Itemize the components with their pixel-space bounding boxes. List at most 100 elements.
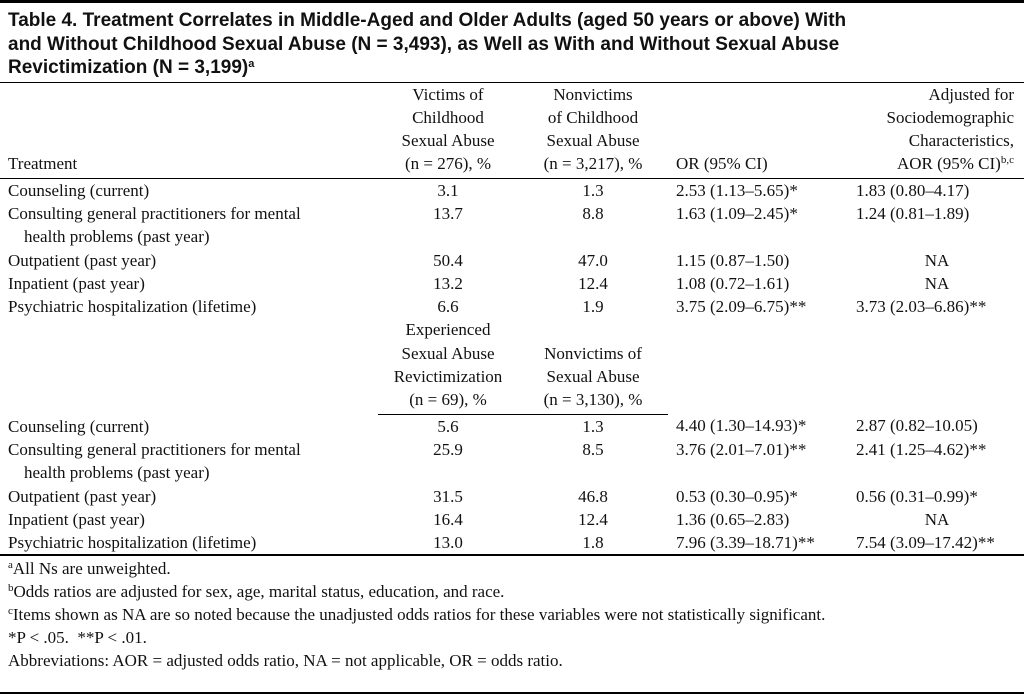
header-line: (n = 69), %	[378, 388, 518, 411]
table-row: Consulting general practitioners for men…	[0, 202, 1024, 249]
data-table: Treatment Victims of Childhood Sexual Abuse…	[0, 82, 1024, 556]
empty-cell	[850, 318, 1024, 414]
value-text: 0.53 (0.30–0.95)*	[676, 486, 798, 506]
value-text: 16.4	[433, 509, 463, 529]
table-row: Outpatient (past year) 50.4 47.0 1.15 (0.87…	[0, 249, 1024, 272]
value-cell: 7.54 (3.09–17.42)**	[850, 531, 1024, 556]
header-line-text: Sexual Abuse	[546, 131, 640, 151]
value-cell: 1.8	[518, 531, 668, 556]
value-cell: 1.83 (0.80–4.17)	[850, 178, 1024, 202]
value-text: 25.9	[433, 439, 463, 459]
treatment-line-text: Consulting general practitioners for men…	[8, 203, 301, 223]
header-line: Treatment	[8, 152, 378, 175]
footnote-text: Odds ratios are adjusted for sex, age, m…	[13, 582, 505, 602]
value-cell: 1.24 (0.81–1.89)	[850, 202, 1024, 249]
treatment-line-text: health problems (past year)	[24, 227, 210, 247]
header-cell: Victims of Childhood Sexual Abuse (n = 276)…	[378, 82, 518, 179]
header-line-text: (n = 3,217), %	[543, 154, 643, 174]
treatment-line: Psychiatric hospitalization (lifetime)	[8, 295, 378, 318]
value-text: 1.3	[582, 416, 604, 436]
value-text: 1.9	[582, 297, 604, 317]
value-cell: 7.96 (3.39–18.71)**	[668, 531, 850, 556]
value-text: 13.0	[433, 533, 463, 553]
value-text: 1.8	[582, 533, 604, 553]
value-text: 5.6	[437, 416, 459, 436]
table-row: Psychiatric hospitalization (lifetime) 6.…	[0, 295, 1024, 318]
treatment-line-text: health problems (past year)	[24, 463, 210, 483]
header-line: Victims of	[378, 83, 518, 106]
value-cell: 8.8	[518, 202, 668, 249]
header-line: AOR (95% CI)b,c	[850, 152, 1014, 175]
value-text: NA	[924, 509, 950, 529]
footnote-text: *P < .05. **P < .01.	[8, 627, 147, 647]
value-cell: 4.40 (1.30–14.93)*	[668, 414, 850, 438]
value-cell: NA	[850, 272, 1024, 295]
value-text: 3.73 (2.03–6.86)**	[856, 297, 987, 317]
header-line-text: (n = 276), %	[404, 154, 492, 174]
value-cell: 2.87 (0.82–10.05)	[850, 414, 1024, 438]
table-row: Psychiatric hospitalization (lifetime) 13…	[0, 531, 1024, 556]
treatment-line: Outpatient (past year)	[8, 249, 378, 272]
value-cell: 47.0	[518, 249, 668, 272]
treatment-cell: Outpatient (past year)	[0, 485, 378, 508]
treatment-line-text: Outpatient (past year)	[8, 250, 157, 270]
value-cell: 25.9	[378, 438, 518, 485]
header-line-text: (n = 3,130), %	[543, 390, 643, 410]
title-text: and Without Childhood Sexual Abuse (N = …	[8, 33, 840, 55]
header-note: b,c	[1000, 154, 1014, 167]
section-header-cell: Nonvictims of Sexual Abuse (n = 3,130), %	[518, 318, 668, 415]
header-line-text: Childhood	[412, 107, 484, 127]
header-line-text: Revictimization	[393, 367, 503, 387]
header-line: Revictimization	[378, 365, 518, 388]
treatment-cell: Psychiatric hospitalization (lifetime)	[0, 531, 378, 556]
footnote-text: Abbreviations: AOR = adjusted odds ratio…	[8, 650, 563, 670]
section-header-row: Experienced Sexual Abuse Revictimization (n…	[0, 318, 1024, 415]
treatment-cell: Outpatient (past year)	[0, 249, 378, 272]
header-cell: Adjusted for Sociodemographic Characterist…	[850, 82, 1024, 179]
value-cell: 46.8	[518, 485, 668, 508]
treatment-line: Counseling (current)	[8, 415, 378, 438]
value-cell: 1.3	[518, 414, 668, 438]
footnote: cItems shown as NA are so noted because …	[8, 604, 1016, 627]
treatment-cell: Consulting general practitioners for men…	[0, 438, 378, 485]
value-text: 1.08 (0.72–1.61)	[676, 273, 790, 293]
title-line: Table 4. Treatment Correlates in Middle-…	[8, 9, 1016, 33]
header-cell: Treatment	[0, 82, 378, 179]
header-line: Nonvictims	[518, 83, 668, 106]
footnote: aAll Ns are unweighted.	[8, 558, 1016, 581]
title-text: Revictimization (N = 3,199)	[8, 57, 249, 78]
header-line-text: Sexual Abuse	[546, 367, 640, 387]
title-text: Table 4. Treatment Correlates in Middle-…	[8, 10, 847, 31]
value-text: 13.2	[433, 273, 463, 293]
treatment-line-text: Inpatient (past year)	[8, 509, 145, 529]
value-cell: 3.75 (2.09–6.75)**	[668, 295, 850, 318]
table-row: Counseling (current) 5.6 1.3 4.40 (1.30–14.…	[0, 414, 1024, 438]
value-text: 1.63 (1.09–2.45)*	[676, 203, 798, 223]
section-header-cell: Experienced Sexual Abuse Revictimization (n…	[378, 318, 518, 415]
value-text: 47.0	[578, 250, 608, 270]
title-line: Revictimization (N = 3,199)a	[8, 56, 1016, 80]
value-text: 50.4	[433, 250, 463, 270]
value-cell: 1.9	[518, 295, 668, 318]
footnote-mark: c	[8, 605, 13, 618]
treatment-line: health problems (past year)	[8, 225, 378, 248]
treatment-line-text: Inpatient (past year)	[8, 273, 145, 293]
empty-cell	[0, 318, 378, 414]
treatment-line-text: Psychiatric hospitalization (lifetime)	[8, 533, 257, 553]
treatment-line-text: Counseling (current)	[8, 416, 150, 436]
header-line-text: Victims of	[412, 84, 484, 104]
treatment-line: Counseling (current)	[8, 179, 378, 202]
value-text: 3.75 (2.09–6.75)**	[676, 297, 807, 317]
footnote-text: All Ns are unweighted.	[12, 559, 171, 579]
value-text: 3.76 (2.01–7.01)**	[676, 439, 807, 459]
footnote: Abbreviations: AOR = adjusted odds ratio…	[8, 650, 1016, 673]
value-text: 7.96 (3.39–18.71)**	[676, 533, 815, 553]
value-text: 4.40 (1.30–14.93)*	[676, 416, 807, 436]
treatment-line-text: Outpatient (past year)	[8, 486, 157, 506]
footnote-text: Items shown as NA are so noted because t…	[12, 605, 826, 625]
treatment-line-text: Consulting general practitioners for men…	[8, 439, 301, 459]
footnote: bOdds ratios are adjusted for sex, age, …	[8, 581, 1016, 604]
footnote-mark: a	[8, 559, 13, 572]
value-cell: 2.53 (1.13–5.65)*	[668, 178, 850, 202]
value-text: 1.36 (0.65–2.83)	[676, 509, 790, 529]
